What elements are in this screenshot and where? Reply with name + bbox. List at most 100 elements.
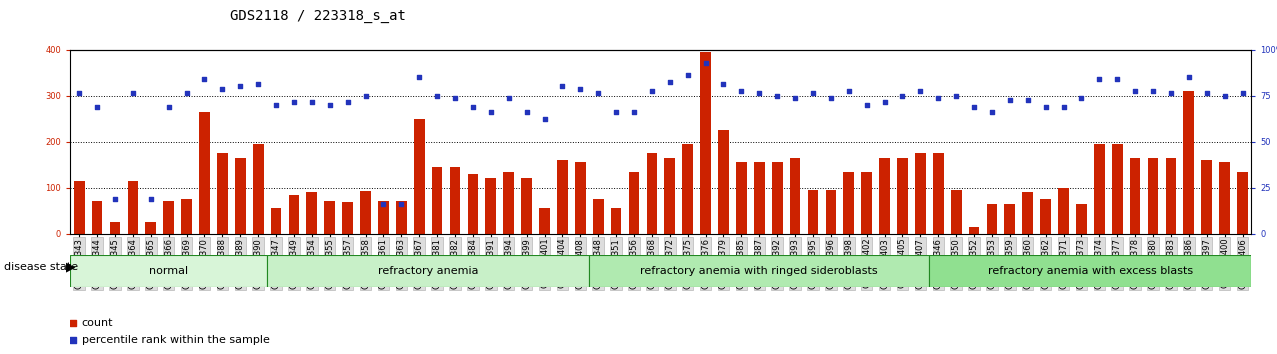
- Bar: [1094, 144, 1105, 234]
- Point: [696, 61, 716, 66]
- Bar: [199, 112, 209, 234]
- Bar: [861, 171, 872, 234]
- Bar: [378, 200, 388, 234]
- Point: [1071, 95, 1092, 101]
- Bar: [128, 181, 138, 234]
- Bar: [1202, 160, 1212, 234]
- Bar: [682, 144, 693, 234]
- Point: [964, 104, 985, 110]
- Point: [1214, 93, 1235, 98]
- Bar: [414, 119, 425, 234]
- Point: [803, 90, 824, 96]
- Bar: [593, 199, 604, 234]
- Bar: [289, 194, 299, 234]
- Bar: [987, 204, 997, 234]
- Point: [1161, 90, 1181, 96]
- Point: [623, 109, 644, 114]
- Point: [750, 90, 770, 96]
- Bar: [736, 162, 747, 234]
- Bar: [589, 255, 930, 287]
- Point: [248, 81, 268, 87]
- Point: [570, 86, 590, 91]
- Point: [498, 95, 518, 101]
- Bar: [646, 153, 658, 234]
- Bar: [1184, 91, 1194, 234]
- Bar: [503, 171, 515, 234]
- Point: [678, 72, 699, 78]
- Bar: [467, 174, 479, 234]
- Point: [1054, 104, 1074, 110]
- Point: [1089, 76, 1110, 82]
- Bar: [664, 158, 676, 234]
- Bar: [70, 255, 267, 287]
- Bar: [450, 167, 461, 234]
- Bar: [1220, 162, 1230, 234]
- Point: [355, 93, 375, 98]
- Point: [1179, 74, 1199, 80]
- Point: [893, 93, 913, 98]
- Bar: [539, 208, 550, 234]
- Point: [105, 196, 125, 202]
- Point: [1125, 88, 1145, 94]
- Point: [1000, 97, 1020, 103]
- Point: [409, 75, 429, 81]
- Point: [911, 88, 931, 94]
- Bar: [933, 153, 944, 234]
- Bar: [753, 162, 765, 234]
- Bar: [930, 255, 1251, 287]
- Point: [732, 88, 752, 94]
- Point: [839, 88, 859, 94]
- Bar: [969, 227, 979, 234]
- Bar: [146, 222, 156, 234]
- Point: [534, 116, 554, 121]
- Bar: [1130, 158, 1140, 234]
- Point: [821, 95, 842, 101]
- Bar: [1237, 171, 1248, 234]
- Bar: [879, 158, 890, 234]
- Point: [140, 196, 161, 202]
- Point: [552, 84, 572, 89]
- Point: [1107, 76, 1128, 82]
- Point: [857, 102, 877, 108]
- Point: [1143, 88, 1163, 94]
- Point: [946, 93, 967, 98]
- Point: [660, 79, 681, 85]
- Bar: [771, 162, 783, 234]
- Bar: [807, 190, 819, 234]
- Bar: [1005, 204, 1015, 234]
- Bar: [843, 171, 854, 234]
- Text: normal: normal: [149, 266, 188, 276]
- Text: disease state: disease state: [4, 262, 78, 272]
- Point: [767, 93, 788, 98]
- Point: [123, 90, 143, 96]
- Point: [266, 102, 286, 108]
- Point: [409, 230, 429, 235]
- Point: [516, 109, 536, 114]
- Point: [87, 104, 107, 110]
- Point: [158, 104, 179, 110]
- Point: [462, 104, 483, 110]
- Bar: [898, 158, 908, 234]
- Bar: [1112, 144, 1122, 234]
- Bar: [92, 200, 102, 234]
- Point: [605, 109, 626, 114]
- Bar: [253, 144, 263, 234]
- Bar: [110, 222, 120, 234]
- Bar: [916, 153, 926, 234]
- Bar: [1148, 158, 1158, 234]
- Point: [337, 99, 358, 105]
- Bar: [324, 201, 335, 234]
- Bar: [1077, 204, 1087, 234]
- Point: [373, 201, 393, 206]
- Bar: [951, 190, 962, 234]
- Text: refractory anemia: refractory anemia: [378, 266, 479, 276]
- Text: refractory anemia with excess blasts: refractory anemia with excess blasts: [988, 266, 1193, 276]
- Bar: [163, 200, 174, 234]
- Point: [283, 99, 304, 105]
- Point: [1197, 90, 1217, 96]
- Point: [1018, 97, 1038, 103]
- Point: [212, 86, 232, 91]
- Point: [587, 90, 608, 96]
- Bar: [718, 130, 729, 234]
- Bar: [306, 192, 317, 234]
